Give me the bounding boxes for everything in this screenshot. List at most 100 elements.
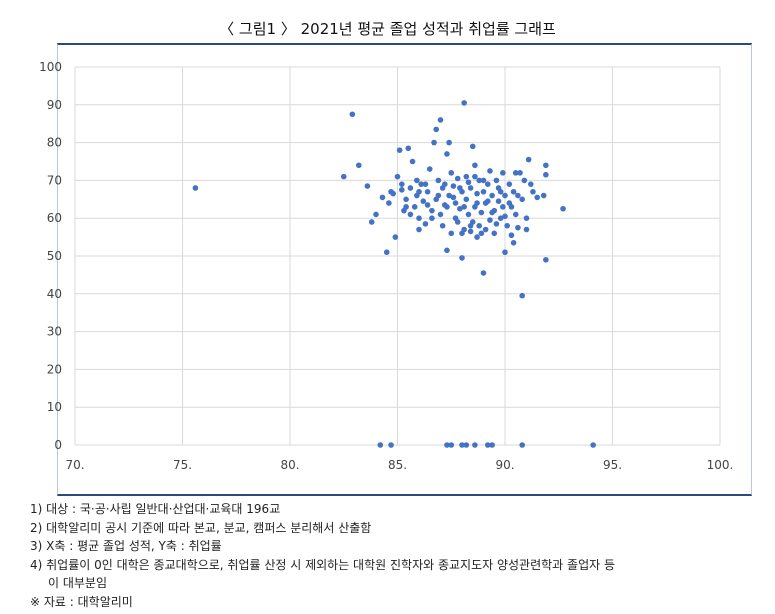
data-point bbox=[491, 230, 498, 237]
data-point bbox=[396, 147, 403, 153]
data-point bbox=[444, 442, 450, 448]
data-point bbox=[521, 177, 528, 184]
data-point bbox=[534, 194, 541, 201]
data-point bbox=[476, 222, 483, 229]
data-point bbox=[349, 111, 356, 118]
data-point bbox=[452, 200, 459, 206]
chart-title: 〈 그림1 〉 2021년 평균 졸업 성적과 취업률 그래프 bbox=[219, 20, 556, 38]
data-point bbox=[474, 190, 480, 197]
data-point bbox=[418, 181, 424, 187]
data-point bbox=[416, 188, 422, 195]
data-point bbox=[519, 196, 525, 203]
data-point bbox=[489, 192, 495, 199]
y-tick-label: 10 bbox=[47, 400, 62, 414]
data-point bbox=[493, 177, 500, 184]
data-point bbox=[543, 171, 549, 178]
data-point bbox=[340, 173, 347, 180]
data-point bbox=[446, 139, 452, 146]
data-point bbox=[407, 211, 414, 218]
data-point bbox=[512, 170, 519, 176]
data-point bbox=[356, 162, 362, 169]
data-point bbox=[429, 207, 435, 214]
data-point bbox=[489, 442, 495, 448]
data-point bbox=[493, 221, 500, 227]
data-point bbox=[377, 442, 384, 448]
data-point bbox=[386, 200, 392, 206]
data-point bbox=[506, 200, 513, 206]
x-tick-label: 75. bbox=[173, 458, 192, 472]
data-point bbox=[523, 226, 530, 233]
data-point bbox=[424, 188, 431, 195]
data-point bbox=[543, 256, 549, 263]
data-point bbox=[467, 228, 474, 235]
data-point bbox=[515, 224, 521, 231]
data-point bbox=[409, 158, 416, 165]
data-point bbox=[405, 145, 412, 152]
data-point bbox=[416, 226, 422, 233]
data-point bbox=[461, 204, 467, 210]
data-point bbox=[463, 442, 470, 448]
data-point bbox=[394, 173, 401, 180]
data-point bbox=[379, 194, 386, 201]
data-point bbox=[502, 192, 508, 199]
data-point bbox=[497, 188, 504, 195]
data-point bbox=[500, 170, 506, 176]
x-tick-label: 95. bbox=[603, 458, 622, 472]
note-3: 3) X축 : 평균 졸업 성적, Y축 : 취업률 bbox=[30, 539, 222, 553]
data-point bbox=[422, 181, 429, 187]
data-point bbox=[403, 204, 409, 210]
data-point bbox=[478, 209, 485, 216]
data-point bbox=[364, 183, 371, 189]
data-point bbox=[439, 222, 446, 229]
y-tick-label: 30 bbox=[47, 325, 62, 339]
data-point bbox=[472, 442, 478, 448]
data-point bbox=[383, 249, 390, 256]
data-point bbox=[530, 188, 536, 195]
data-point bbox=[448, 230, 455, 237]
data-point bbox=[497, 215, 504, 221]
x-tick-label: 85. bbox=[388, 458, 407, 472]
data-point bbox=[480, 270, 487, 276]
data-point bbox=[560, 205, 566, 212]
data-point bbox=[519, 442, 525, 448]
data-point bbox=[474, 234, 480, 240]
data-point bbox=[459, 255, 465, 261]
data-point bbox=[450, 183, 457, 189]
data-point bbox=[459, 442, 465, 448]
data-point bbox=[416, 215, 422, 221]
data-point bbox=[482, 226, 489, 233]
data-point bbox=[467, 222, 474, 229]
note-1: 1) 대상 : 국·공·사립 일반대·산업대·교육대 196교 bbox=[30, 502, 281, 516]
data-point bbox=[506, 181, 513, 187]
data-point bbox=[495, 198, 502, 204]
data-point bbox=[399, 181, 405, 187]
data-point bbox=[467, 185, 474, 191]
data-point bbox=[448, 170, 455, 176]
data-point bbox=[540, 192, 547, 199]
data-point bbox=[420, 198, 427, 204]
data-point bbox=[450, 194, 457, 201]
data-point bbox=[487, 217, 493, 223]
data-point bbox=[528, 181, 534, 187]
data-point bbox=[457, 205, 463, 212]
data-point bbox=[472, 173, 478, 180]
data-point bbox=[463, 196, 470, 203]
data-point bbox=[444, 247, 450, 254]
x-tick-label: 90. bbox=[495, 458, 514, 472]
data-point bbox=[399, 187, 405, 193]
data-point bbox=[431, 139, 437, 146]
data-point bbox=[510, 239, 517, 246]
x-tick-label: 70. bbox=[65, 458, 84, 472]
y-tick-label: 60 bbox=[47, 211, 62, 225]
data-point bbox=[590, 442, 596, 448]
data-point bbox=[502, 249, 508, 256]
data-point bbox=[525, 156, 532, 163]
data-point bbox=[407, 185, 414, 191]
x-tick-label: 80. bbox=[280, 458, 299, 472]
data-point bbox=[368, 219, 375, 225]
data-point bbox=[523, 215, 530, 221]
data-point bbox=[487, 168, 493, 174]
y-tick-label: 40 bbox=[47, 287, 62, 301]
data-point bbox=[437, 117, 444, 123]
data-point bbox=[515, 192, 521, 199]
